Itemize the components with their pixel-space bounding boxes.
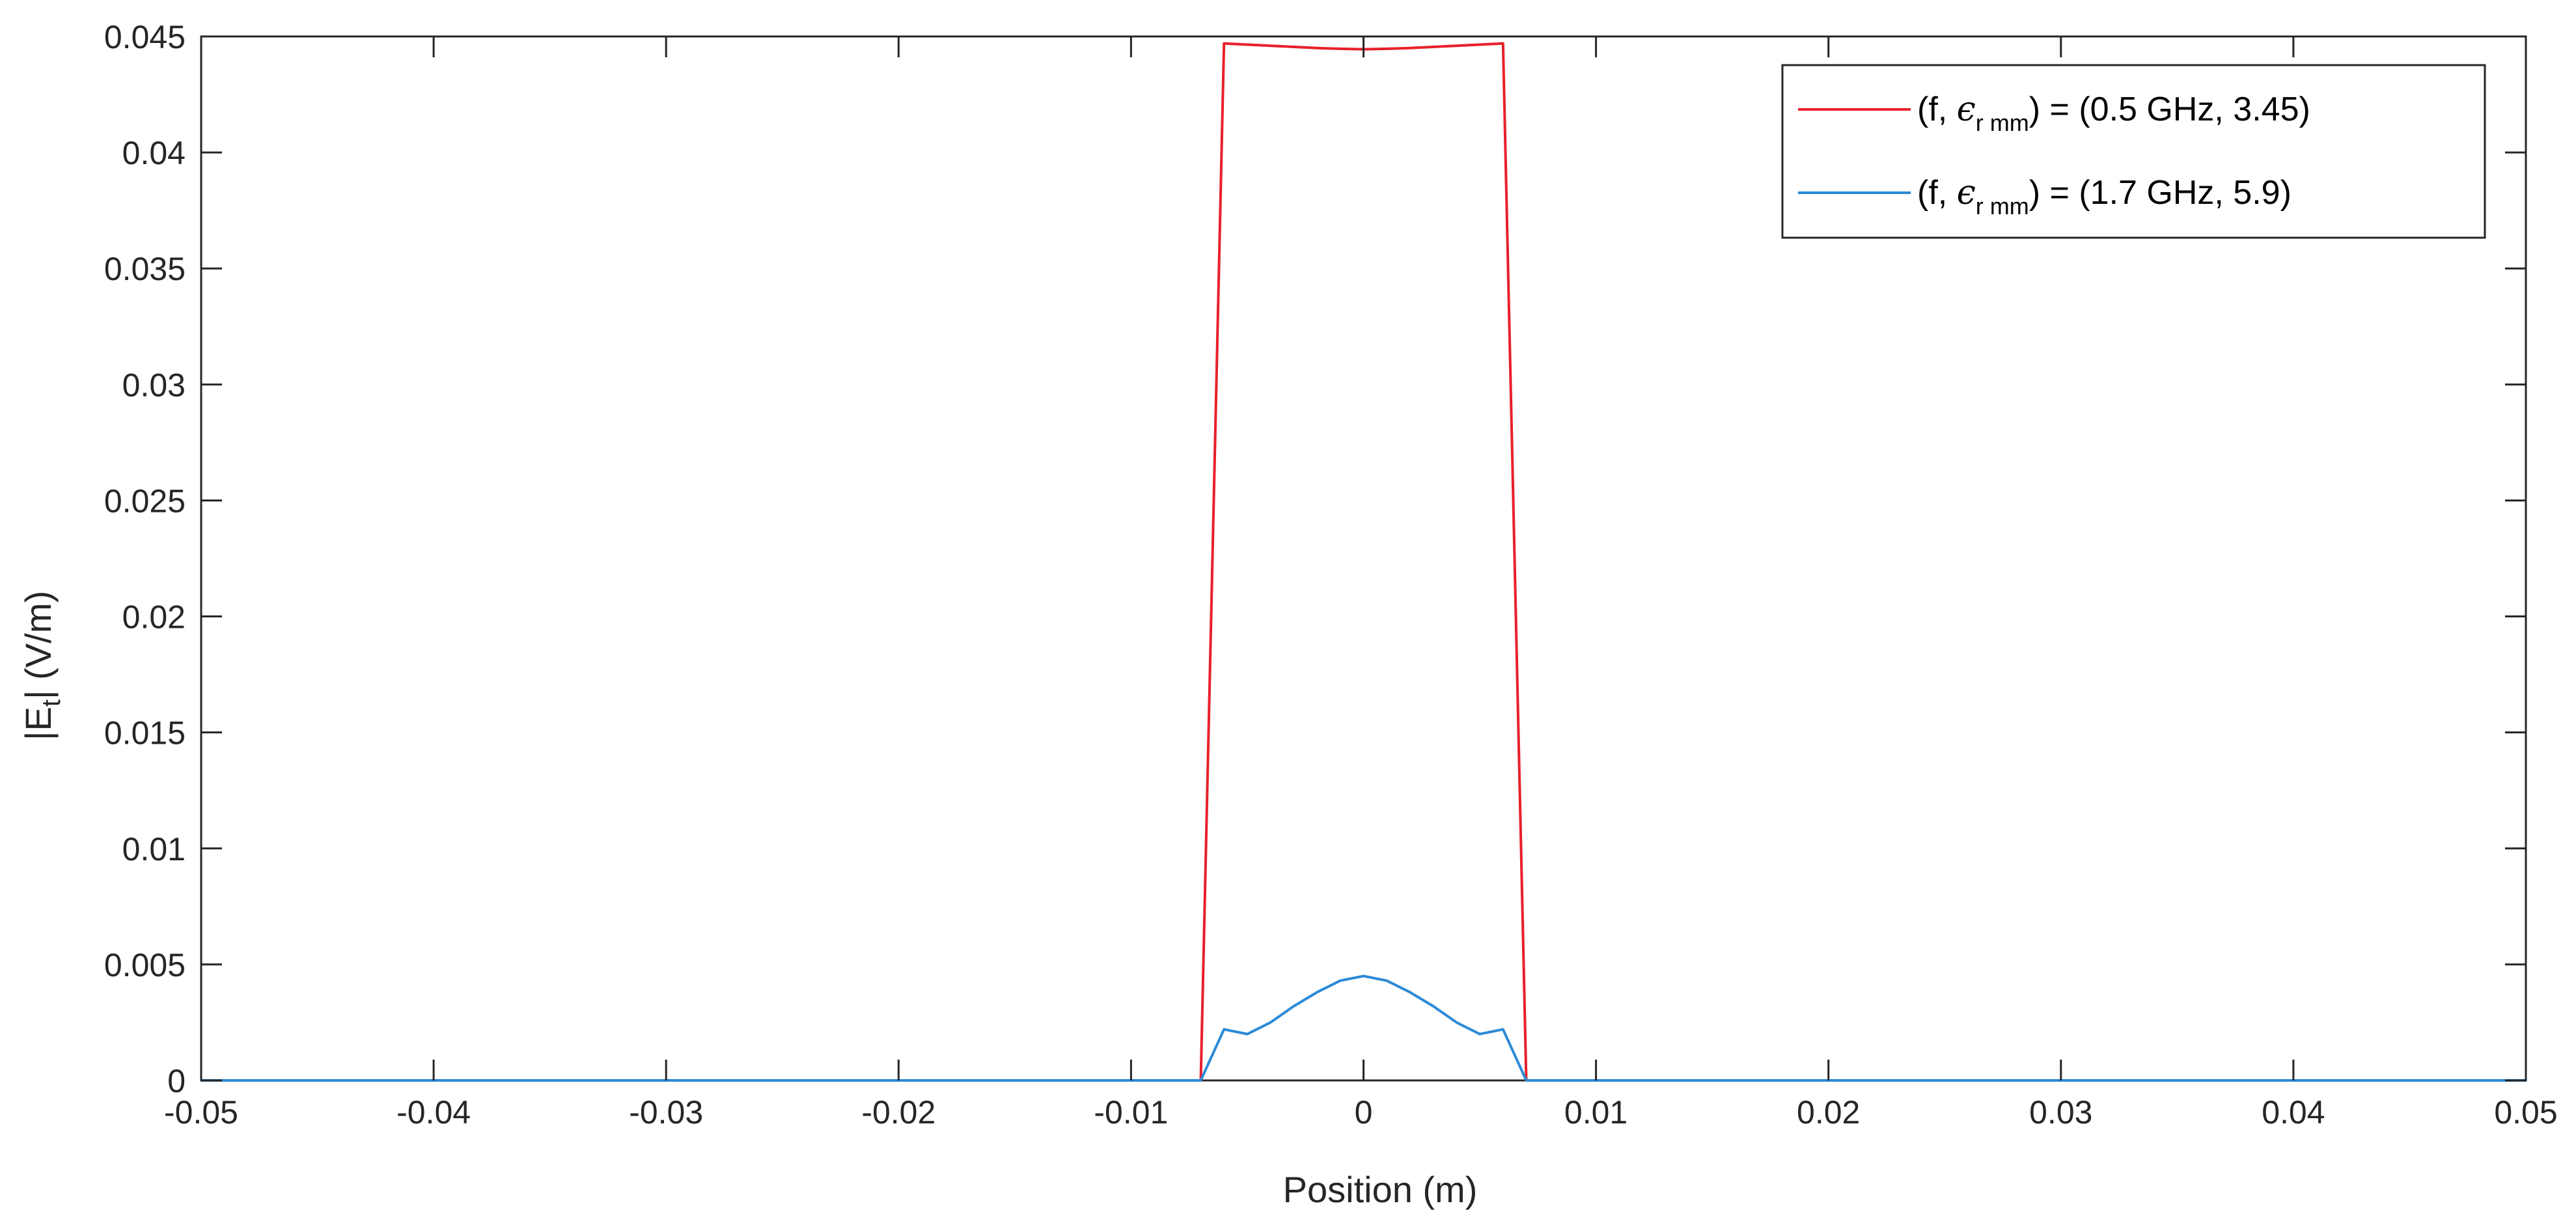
legend-label-1-subscript: r mm (1976, 193, 2029, 219)
legend-label-0-prefix: (f, (1917, 91, 1957, 128)
x-tick-label: -0.02 (861, 1094, 935, 1131)
x-tick-label: 0.03 (2029, 1094, 2092, 1131)
legend-label-0-suffix: ) = (0.5 GHz, 3.45) (2029, 91, 2310, 128)
y-tick-label: 0.015 (104, 715, 186, 752)
legend-label-0-subscript: r mm (1976, 109, 2029, 136)
legend-label-1-suffix: ) = (1.7 GHz, 5.9) (2029, 174, 2292, 212)
y-tick-label: 0.02 (122, 599, 186, 636)
legend-label-0-symbol: ϵ (1957, 90, 1976, 129)
x-tick-label: 0.02 (1797, 1094, 1860, 1131)
x-tick-label: 0.04 (2262, 1094, 2325, 1131)
x-tick-label: 0.05 (2494, 1094, 2557, 1131)
y-tick-label: 0 (167, 1063, 186, 1099)
y-tick-label: 0.005 (104, 947, 186, 983)
legend-box (1781, 64, 2486, 239)
y-tick-label: 0.01 (122, 831, 186, 867)
y-axis-label: |Et| (V/m) (18, 591, 66, 740)
ticks-layer: -0.05 -0.04 -0.03 -0.02 -0.01 0 0.01 0.02 0.03 0.… (104, 19, 2558, 1131)
y-tick-label: 0.025 (104, 483, 186, 519)
x-tick-label: -0.05 (164, 1094, 238, 1131)
legend-label-1-prefix: (f, (1917, 174, 1957, 212)
legend: (f, ϵr mm) = (0.5 GHz, 3.45) (f, ϵr mm) … (1781, 64, 2486, 239)
x-tick-label: 0.01 (1564, 1094, 1627, 1131)
legend-label-1-symbol: ϵ (1957, 173, 1976, 212)
x-tick-label: -0.01 (1094, 1094, 1168, 1131)
y-tick-label: 0.04 (122, 135, 186, 171)
x-tick-label: -0.04 (396, 1094, 471, 1131)
y-axis-label-suffix: | (V/m) (18, 591, 59, 699)
x-tick-label: -0.03 (629, 1094, 703, 1131)
y-axis-label-prefix: |E (18, 707, 59, 740)
series-line-1 (201, 974, 2526, 1082)
y-axis-label-subscript: t (37, 699, 66, 707)
legend-label-1: (f, ϵr mm) = (1.7 GHz, 5.9) (1917, 173, 2292, 219)
legend-label-0: (f, ϵr mm) = (0.5 GHz, 3.45) (1917, 90, 2310, 136)
y-tick-label: 0.035 (104, 251, 186, 287)
x-tick-label: 0 (1355, 1094, 1373, 1131)
x-axis-label: Position (m) (1283, 1169, 1478, 1210)
y-tick-label: 0.03 (122, 367, 186, 403)
y-tick-label: 0.045 (104, 19, 186, 55)
